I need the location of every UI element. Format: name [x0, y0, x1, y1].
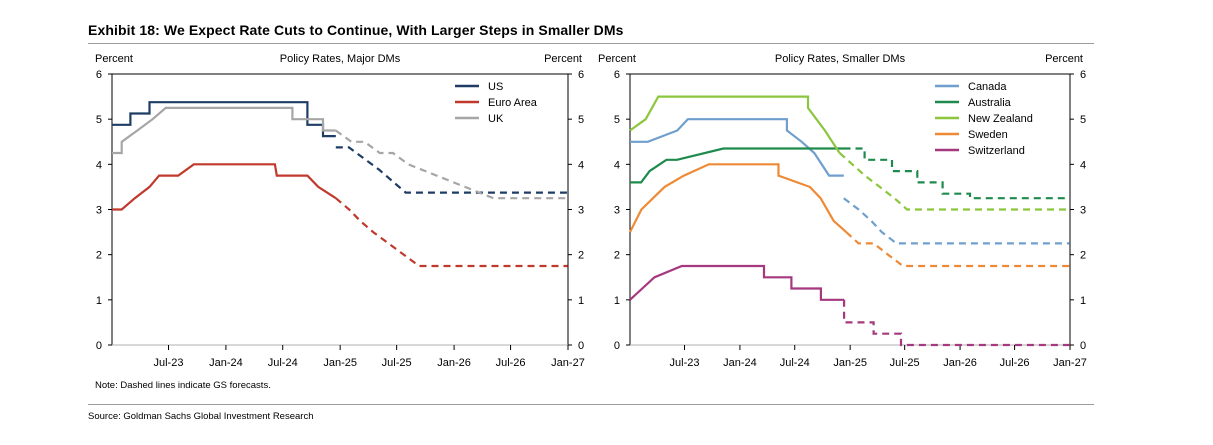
series-line-forecast	[843, 147, 1070, 200]
series-switzerland	[629, 264, 1070, 347]
y-axis-label-left: Percent	[95, 53, 133, 65]
source-text: Source: Goldman Sachs Global Investment …	[88, 411, 314, 422]
x-tick-label: Jan-26	[943, 357, 977, 369]
x-tick-label: Jan-24	[209, 357, 243, 369]
x-tick-label: Jul-24	[268, 357, 298, 369]
legend-label: Euro Area	[488, 97, 538, 109]
title-divider	[88, 43, 1094, 44]
y-tick-label-left: 6	[614, 69, 620, 81]
y-tick-label-left: 4	[614, 159, 620, 171]
y-tick-label-right: 0	[1080, 340, 1086, 352]
y-axis-label-right: Percent	[1045, 53, 1083, 65]
legend-label: New Zealand	[968, 113, 1033, 125]
y-tick-label-right: 4	[578, 159, 584, 171]
y-tick-label-left: 5	[614, 114, 620, 126]
legend-label: Switzerland	[968, 145, 1025, 157]
series-line-actual	[630, 147, 844, 184]
series-line-forecast	[842, 299, 1070, 347]
y-tick-label-left: 5	[96, 114, 102, 126]
chart-panel-1: 0 0 1 1 2 2 3 3 4 4 5 5 6 6 Jul-23 Jan-24 Jul-24 Jan-25 Ju…	[95, 53, 585, 369]
legend-label: Canada	[968, 81, 1007, 93]
y-tick-label-right: 0	[578, 340, 584, 352]
y-tick-label-right: 2	[578, 250, 584, 262]
y-tick-label-left: 2	[614, 250, 620, 262]
y-tick-label-right: 3	[578, 205, 584, 217]
series-line-actual	[629, 163, 847, 233]
series-line-forecast	[335, 197, 568, 268]
y-tick-label-left: 6	[96, 69, 102, 81]
series-line-forecast	[843, 197, 1070, 245]
x-tick-label: Jul-25	[890, 357, 920, 369]
series-sweden	[629, 163, 1070, 268]
x-tick-label: Jan-26	[437, 357, 471, 369]
series-line-actual	[629, 95, 841, 154]
y-tick-label-left: 3	[96, 205, 102, 217]
y-tick-label-left: 3	[614, 205, 620, 217]
chart-note: Note: Dashed lines indicate GS forecasts…	[95, 380, 271, 391]
x-tick-label: Jul-24	[780, 357, 810, 369]
legend-label: UK	[488, 113, 504, 125]
x-tick-label: Jul-26	[496, 357, 526, 369]
y-tick-label-right: 1	[578, 295, 584, 307]
y-axis-label-right: Percent	[544, 53, 582, 65]
y-tick-label-left: 1	[96, 295, 102, 307]
legend-label: Sweden	[968, 129, 1008, 141]
series-australia	[630, 147, 1070, 200]
series-line-forecast	[845, 231, 1070, 268]
series-euro-area	[112, 163, 568, 268]
series-new-zealand	[629, 95, 1070, 211]
exhibit-title: Exhibit 18: We Expect Rate Cuts to Conti…	[88, 22, 624, 38]
bottom-divider	[88, 404, 1094, 405]
series-line-actual	[112, 163, 337, 211]
x-tick-label: Jul-26	[1000, 357, 1030, 369]
x-tick-label: Jul-25	[382, 357, 412, 369]
x-tick-label: Jul-23	[670, 357, 700, 369]
x-tick-label: Jan-27	[551, 357, 585, 369]
y-tick-label-right: 5	[578, 114, 584, 126]
series-line-forecast	[335, 146, 568, 194]
y-tick-label-left: 2	[96, 250, 102, 262]
y-tick-label-left: 0	[614, 340, 620, 352]
chart-panel-2: 0 0 1 1 2 2 3 3 4 4 5 5 6 6 Jul-23 Jan-24 Jul-24 Jan-25 Ju…	[598, 53, 1087, 369]
y-tick-label-right: 6	[1080, 69, 1086, 81]
series-canada	[630, 118, 1070, 245]
chart-title: Policy Rates, Smaller DMs	[775, 53, 906, 65]
y-tick-label-left: 0	[96, 340, 102, 352]
series-line-actual	[112, 106, 336, 155]
legend-label: Australia	[968, 97, 1012, 109]
chart-title: Policy Rates, Major DMs	[280, 53, 401, 65]
y-axis-label-left: Percent	[598, 53, 636, 65]
series-line-forecast	[335, 129, 568, 200]
y-tick-label-right: 1	[1080, 295, 1086, 307]
x-tick-label: Jan-24	[723, 357, 757, 369]
y-tick-label-left: 4	[96, 159, 102, 171]
legend-label: US	[488, 81, 503, 93]
y-tick-label-right: 4	[1080, 159, 1086, 171]
y-tick-label-right: 3	[1080, 205, 1086, 217]
x-tick-label: Jan-25	[323, 357, 357, 369]
x-tick-label: Jul-23	[154, 357, 184, 369]
series-line-actual	[629, 264, 845, 301]
x-tick-label: Jan-25	[833, 357, 867, 369]
y-tick-label-right: 5	[1080, 114, 1086, 126]
series-line-actual	[630, 118, 844, 177]
y-tick-label-right: 6	[578, 69, 584, 81]
series-line-forecast	[838, 152, 1070, 211]
y-tick-label-right: 2	[1080, 250, 1086, 262]
y-tick-label-left: 1	[614, 295, 620, 307]
x-tick-label: Jan-27	[1053, 357, 1087, 369]
series-uk	[112, 106, 568, 200]
